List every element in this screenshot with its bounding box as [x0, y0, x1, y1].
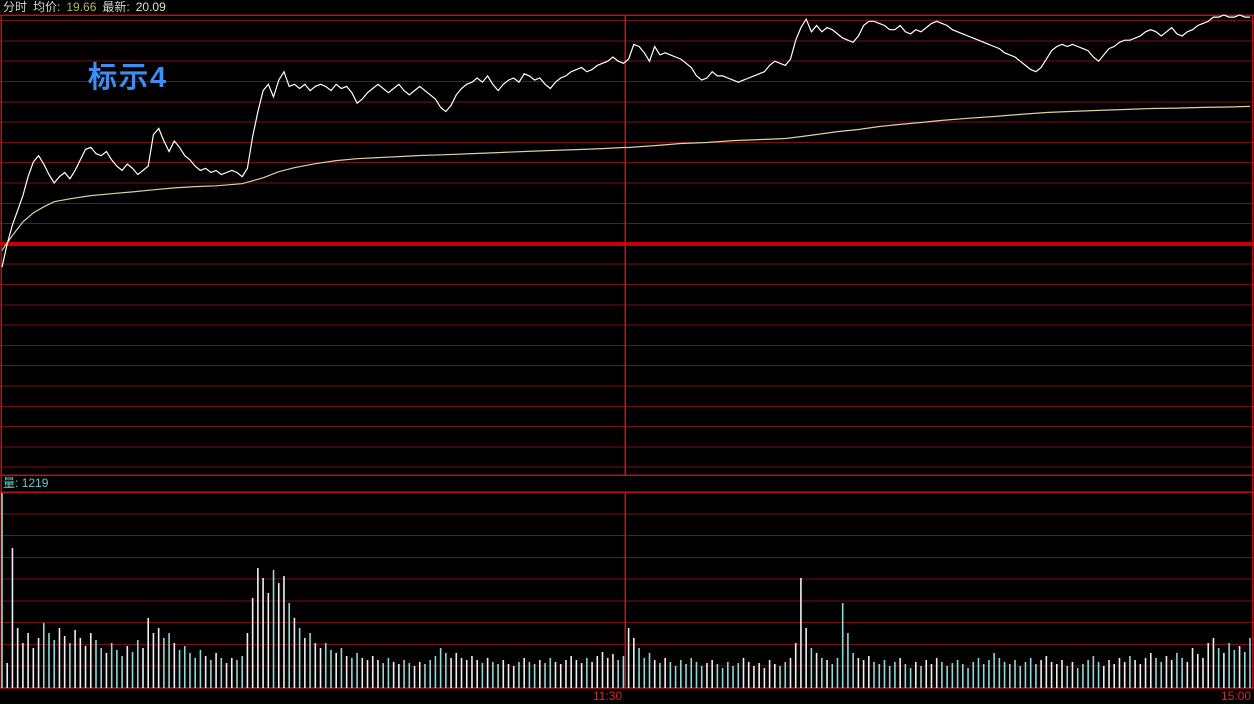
volume-label: 量:: [3, 476, 19, 490]
volume-header: 量: 1219: [3, 477, 48, 491]
header-bar: 分时 均价: 19.66 最新: 20.09: [3, 1, 166, 14]
avg-label: 均价:: [33, 0, 61, 14]
annotation-label: 标示4: [88, 62, 169, 94]
mode-label: 分时: [3, 0, 28, 14]
price-line: [1, 14, 1250, 268]
close-time-label: 15:00: [1220, 689, 1251, 703]
volume-panel-grid: [0, 513, 1254, 667]
last-value: 20.09: [135, 0, 166, 14]
prev-close-line: [0, 241, 1254, 246]
price-panel-grid: [0, 20, 1254, 468]
volume-value: 1219: [21, 476, 49, 490]
avg-value: 19.66: [66, 0, 97, 14]
last-label: 最新:: [102, 0, 130, 14]
volume-bars: [1, 492, 1251, 688]
noon-time-label: 11:30: [593, 689, 623, 703]
panel-borders: [0, 14, 1254, 689]
avg-price-line: [1, 105, 1251, 251]
